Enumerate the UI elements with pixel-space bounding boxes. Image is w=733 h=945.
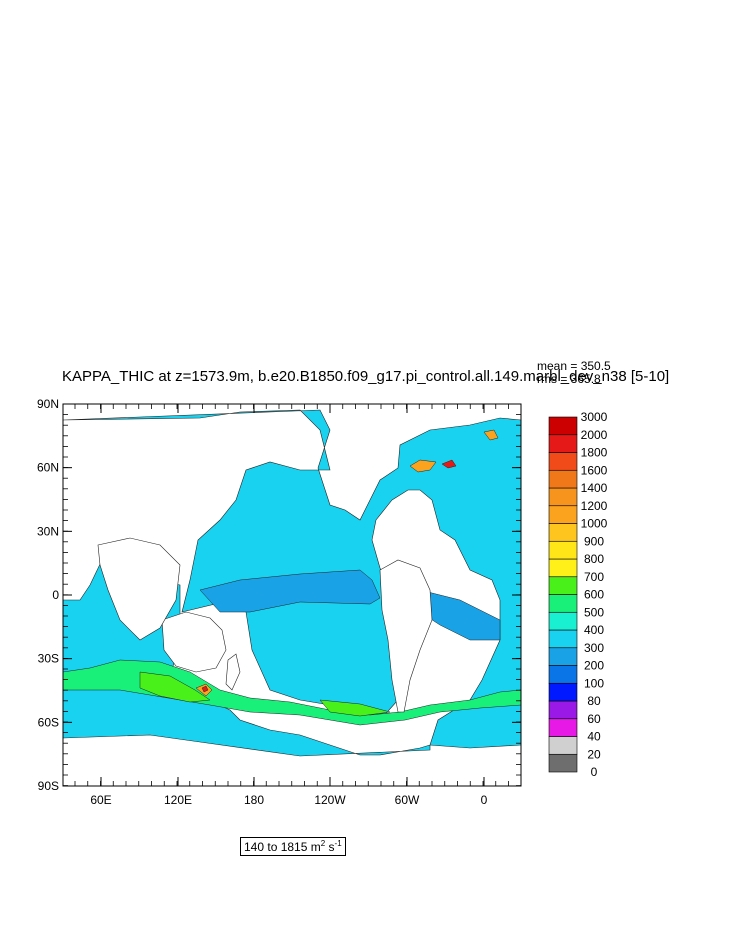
colorbar-label: 100 <box>584 676 604 690</box>
colorbar-box <box>548 434 578 453</box>
mean-stat: mean = 350.5 <box>537 359 611 373</box>
y-tick-label: 60S <box>38 715 59 729</box>
colorbar-label: 0 <box>591 765 598 779</box>
colorbar-box <box>548 523 578 542</box>
colorbar-box <box>548 576 578 595</box>
colorbar-label: 1600 <box>581 463 608 477</box>
x-tick-label: 60E <box>90 793 111 807</box>
colorbar-box <box>548 416 578 436</box>
colorbar-box <box>548 665 578 684</box>
colorbar-box <box>548 736 578 755</box>
colorbar-box <box>548 629 578 649</box>
colorbar-label: 60 <box>587 712 601 726</box>
colorbar-box <box>548 647 578 666</box>
land-south-america <box>379 559 433 713</box>
colorbar-label: 600 <box>584 588 604 602</box>
colorbar-label: 700 <box>584 570 604 584</box>
x-tick-label: 60W <box>395 793 420 807</box>
y-tick-label: 30N <box>37 524 59 538</box>
x-axis: 60E 120E 180 120W 60W 0 <box>74 404 509 807</box>
colorbar-box <box>548 700 578 720</box>
colorbar-label: 40 <box>587 730 601 744</box>
colorbar-label: 400 <box>584 623 604 637</box>
colorbar: 0 20 40 60 80 100 200 300 400 500 600 700 800 900 1000… <box>548 410 608 779</box>
y-axis: 90N 60N 30N 0 30S 60S 90S <box>37 397 521 793</box>
colorbar-box <box>548 594 578 613</box>
colorbar-label: 1800 <box>581 446 608 460</box>
rms-stat: rms = 365.8 <box>537 372 601 386</box>
x-tick-label: 120W <box>314 793 346 807</box>
colorbar-label: 800 <box>584 552 604 566</box>
y-tick-label: 90N <box>37 397 59 411</box>
colorbar-box <box>548 487 578 507</box>
chart-title: KAPPA_THIC at z=1573.9m, b.e20.B1850.f09… <box>62 368 670 385</box>
colorbar-label: 1000 <box>581 517 608 531</box>
y-tick-label: 90S <box>38 779 59 793</box>
colorbar-label: 1200 <box>581 499 608 513</box>
land-africa <box>97 537 181 641</box>
colorbar-label: 500 <box>584 605 604 619</box>
colorbar-box <box>548 753 578 773</box>
colorbar-label: 2000 <box>581 428 608 442</box>
ocean-600-band <box>63 659 521 726</box>
x-tick-label: 0 <box>481 793 488 807</box>
y-tick-label: 30S <box>38 652 59 666</box>
hotspot-red <box>201 459 457 693</box>
x-tick-label: 120E <box>164 793 192 807</box>
land-australia <box>161 611 227 673</box>
ocean-700-band <box>139 671 391 717</box>
hotspot-orange <box>195 429 499 697</box>
colorbar-label: 300 <box>584 641 604 655</box>
colorbar-label: 3000 <box>581 410 608 424</box>
colorbar-label: 900 <box>584 534 604 548</box>
colorbar-box <box>548 718 578 737</box>
y-tick-label: 0 <box>52 588 59 602</box>
range-label: 140 to 1815 m2 s-1 <box>240 837 346 856</box>
x-tick-label: 180 <box>244 793 264 807</box>
colorbar-box <box>548 469 578 489</box>
land-nz <box>225 653 241 691</box>
colorbar-label: 200 <box>584 659 604 673</box>
colorbar-box <box>548 558 578 578</box>
y-tick-label: 60N <box>37 461 59 475</box>
colorbar-box <box>548 682 578 702</box>
colorbar-box <box>548 540 578 560</box>
colorbar-box <box>548 452 578 471</box>
colorbar-box <box>548 505 578 524</box>
colorbar-label: 20 <box>587 747 601 761</box>
map-field <box>63 404 521 786</box>
colorbar-label: 80 <box>587 694 601 708</box>
colorbar-label: 1400 <box>581 481 608 495</box>
colorbar-box <box>548 611 578 631</box>
